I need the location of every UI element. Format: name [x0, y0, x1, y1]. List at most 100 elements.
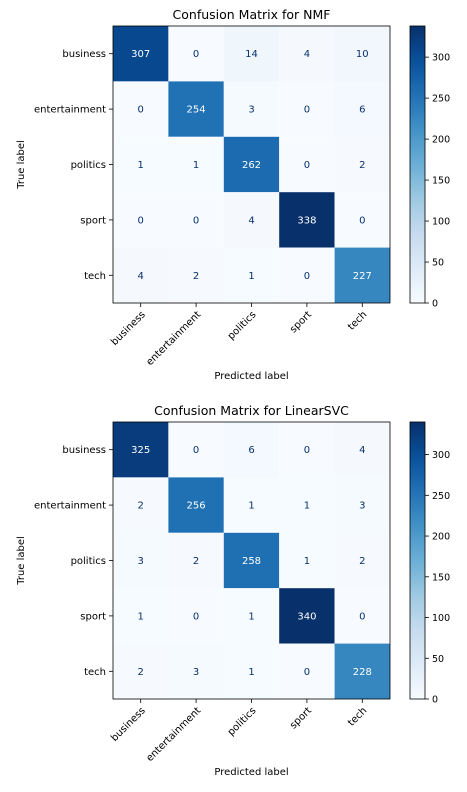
cell-value-label: 3 [248, 105, 254, 116]
heatmap-cell [168, 532, 224, 589]
cell-value-label: 0 [359, 611, 365, 622]
colorbar-tick-label: 50 [432, 258, 444, 269]
x-tick-label: tech [346, 705, 369, 728]
y-tick-label: entertainment [34, 105, 106, 116]
heatmap-cell [334, 26, 390, 82]
cell-value-label: 0 [359, 215, 365, 226]
x-axis-label: Predicted label [214, 371, 288, 382]
heatmap-cell [113, 26, 169, 82]
cell-value-label: 1 [248, 501, 254, 512]
heatmap-cell [223, 532, 280, 589]
heatmap-cell [334, 588, 390, 644]
y-tick-label: business [62, 445, 106, 456]
heatmap-cell [279, 588, 335, 644]
chart-title: Confusion Matrix for LinearSVC [154, 403, 349, 418]
cell-value-label: 10 [356, 49, 369, 60]
heatmap-cell [113, 532, 169, 589]
y-tick-label: entertainment [34, 501, 106, 512]
heatmap-cell [168, 136, 224, 193]
y-tick-label: politics [71, 160, 106, 171]
cell-value-label: 4 [248, 215, 254, 226]
colorbar-tick-label: 100 [432, 217, 450, 228]
cell-value-label: 3 [138, 556, 144, 567]
heatmap-cell [168, 26, 224, 82]
heatmap-cell [113, 136, 169, 193]
x-tick-label: sport [288, 309, 314, 335]
colorbar-tick-label: 100 [432, 613, 450, 624]
heatmap-cell [223, 247, 280, 303]
cell-value-label: 254 [187, 105, 206, 116]
heatmap-cell [168, 643, 224, 699]
colorbar [409, 421, 426, 700]
cell-value-label: 6 [359, 105, 365, 116]
cell-value-label: 1 [138, 160, 144, 171]
heatmap-cell [279, 247, 335, 303]
heatmap-cell [279, 532, 335, 589]
y-axis-label: True label [16, 536, 27, 586]
y-tick-label: business [62, 49, 106, 60]
x-tick-label: politics [226, 309, 259, 342]
cell-value-label: 3 [193, 667, 199, 678]
heatmap-cell [334, 643, 390, 699]
heatmap-cell [113, 588, 169, 644]
colorbar-tick-label: 200 [432, 135, 450, 146]
heatmap-cell [279, 136, 335, 193]
y-tick-label: sport [80, 611, 106, 622]
cell-value-label: 0 [138, 215, 144, 226]
cell-value-label: 0 [304, 667, 310, 678]
cell-value-label: 1 [248, 667, 254, 678]
y-tick-label: tech [84, 271, 106, 282]
cell-value-label: 4 [359, 445, 365, 456]
cell-value-label: 0 [304, 271, 310, 282]
cell-value-label: 2 [138, 667, 144, 678]
heatmap-cell [168, 247, 224, 303]
heatmap-cell [168, 477, 224, 533]
colorbar-tick-label: 0 [432, 695, 438, 706]
colorbar-tick-label: 150 [432, 572, 450, 583]
x-axis-label: Predicted label [214, 767, 288, 778]
heatmap-cell [113, 81, 169, 137]
heatmap-cell [223, 26, 280, 82]
heatmap-cell [223, 192, 280, 248]
cell-value-label: 0 [193, 215, 199, 226]
heatmap-cell [334, 81, 390, 137]
cell-value-label: 258 [242, 556, 261, 567]
cell-value-label: 0 [193, 445, 199, 456]
x-tick-label: sport [288, 705, 314, 731]
cell-value-label: 307 [131, 49, 150, 60]
x-tick-label: entertainment [145, 309, 204, 368]
cell-value-label: 1 [138, 611, 144, 622]
heatmap-cell [223, 643, 280, 699]
heatmap-cell [279, 192, 335, 248]
heatmap-cell [168, 422, 224, 478]
cell-value-label: 325 [131, 445, 150, 456]
colorbar [409, 25, 426, 304]
cell-value-label: 2 [359, 556, 365, 567]
x-tick-label: business [109, 309, 148, 348]
cell-value-label: 0 [138, 105, 144, 116]
heatmap-cell [334, 136, 390, 193]
x-tick-label: business [109, 705, 148, 744]
heatmap-cell [279, 422, 335, 478]
heatmap-cell [279, 643, 335, 699]
heatmap-cell [334, 477, 390, 533]
colorbar-tick-label: 250 [432, 491, 450, 502]
colorbar-tick-label: 300 [432, 53, 450, 64]
x-tick-label: entertainment [145, 705, 204, 764]
cell-value-label: 6 [248, 445, 254, 456]
cell-value-label: 1 [248, 611, 254, 622]
cell-value-label: 0 [304, 160, 310, 171]
heatmap-cell [113, 247, 169, 303]
heatmap-cell [334, 247, 390, 303]
heatmap-cell [113, 422, 169, 478]
heatmap-cell [223, 477, 280, 533]
heatmap-cell [279, 26, 335, 82]
heatmap-cell [168, 192, 224, 248]
colorbar-tick-label: 50 [432, 654, 444, 665]
heatmap-cell [223, 422, 280, 478]
cell-value-label: 2 [138, 501, 144, 512]
heatmap-cell [113, 477, 169, 533]
heatmap-cell [113, 192, 169, 248]
